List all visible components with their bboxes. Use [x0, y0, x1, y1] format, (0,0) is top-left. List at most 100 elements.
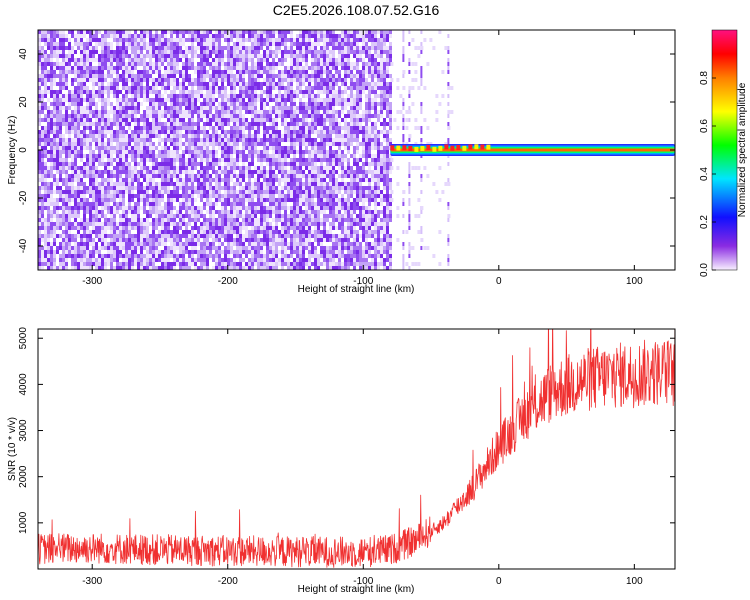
heatmap-cell	[176, 94, 179, 98]
heatmap-cell	[170, 74, 173, 78]
heatmap-cell	[83, 30, 86, 34]
heatmap-cell	[194, 246, 197, 250]
heatmap-cell	[230, 206, 233, 210]
heatmap-cell	[38, 238, 41, 242]
heatmap-cell	[191, 174, 194, 178]
heatmap-cell	[167, 46, 170, 50]
heatmap-cell	[248, 106, 251, 110]
heatmap-cell	[188, 106, 191, 110]
heatmap-cell	[155, 122, 158, 126]
heatmap-cell	[206, 150, 209, 154]
heatmap-cell	[173, 174, 176, 178]
heatmap-cell	[113, 118, 116, 122]
heatmap-cell	[152, 46, 155, 50]
heatmap-cell	[188, 182, 191, 186]
heatmap-cell	[170, 246, 173, 250]
heatmap-cell	[77, 194, 80, 198]
heatmap-cell	[218, 158, 221, 162]
heatmap-cell	[188, 158, 191, 162]
heatmap-cell	[116, 238, 119, 242]
heatmap-cell	[167, 198, 170, 202]
heatmap-cell	[245, 138, 248, 142]
heatmap-cell	[299, 142, 302, 146]
heatmap-cell	[215, 134, 218, 138]
heatmap-cell	[239, 166, 242, 170]
heatmap-cell	[221, 218, 224, 222]
heatmap-cell	[83, 58, 86, 62]
heatmap-cell	[116, 242, 119, 246]
heatmap-cell	[173, 170, 176, 174]
heatmap-cell	[83, 210, 86, 214]
heatmap-cell	[245, 38, 248, 42]
heatmap-cell	[92, 202, 95, 206]
heatmap-cell	[218, 106, 221, 110]
heatmap-cell	[125, 190, 128, 194]
heatmap-cell	[131, 78, 134, 82]
heatmap-cell	[176, 142, 179, 146]
heatmap-cell	[38, 150, 41, 154]
heatmap-cell	[155, 110, 158, 114]
heatmap-cell	[275, 146, 278, 150]
heatmap-cell	[80, 38, 83, 42]
heatmap-cell	[182, 166, 185, 170]
heatmap-cell	[251, 38, 254, 42]
heatmap-cell	[218, 78, 221, 82]
heatmap-cell	[56, 42, 59, 46]
heatmap-cell	[152, 90, 155, 94]
heatmap-cell	[47, 46, 50, 50]
heatmap-cell	[257, 202, 260, 206]
heatmap-cell	[311, 218, 314, 222]
heatmap-cell	[260, 46, 263, 50]
heatmap-cell	[215, 258, 218, 262]
heatmap-cell	[212, 118, 215, 122]
heatmap-cell	[122, 262, 125, 266]
heatmap-cell	[260, 254, 263, 258]
heatmap-cell	[185, 170, 188, 174]
heatmap-cell	[293, 250, 296, 254]
heatmap-cell	[53, 46, 56, 50]
heatmap-cell	[179, 90, 182, 94]
heatmap-cell	[317, 142, 320, 146]
heatmap-cell	[146, 78, 149, 82]
heatmap-cell	[227, 222, 230, 226]
heatmap-cell	[104, 198, 107, 202]
heatmap-cell	[179, 218, 182, 222]
heatmap-cell	[137, 190, 140, 194]
heatmap-cell	[176, 42, 179, 46]
heatmap-cell	[68, 186, 71, 190]
heatmap-cell	[176, 154, 179, 158]
heatmap-cell	[236, 214, 239, 218]
heatmap-cell	[230, 190, 233, 194]
heatmap-cell	[47, 214, 50, 218]
heatmap-cell	[125, 138, 128, 142]
heatmap-cell	[167, 246, 170, 250]
heatmap-cell	[194, 166, 197, 170]
heatmap-cell	[80, 258, 83, 262]
heatmap-cell	[131, 98, 134, 102]
heatmap-cell	[200, 170, 203, 174]
heatmap-cell	[110, 106, 113, 110]
heatmap-cell	[248, 250, 251, 254]
heatmap-cell	[266, 58, 269, 62]
heatmap-cell	[74, 190, 77, 194]
heatmap-cell	[176, 146, 179, 150]
heatmap-cell	[260, 226, 263, 230]
heatmap-cell	[203, 254, 206, 258]
heatmap-cell	[128, 254, 131, 258]
heatmap-cell	[302, 106, 305, 110]
heatmap-cell	[194, 78, 197, 82]
heatmap-cell	[194, 70, 197, 74]
heatmap-cell	[128, 266, 131, 270]
heatmap-cell	[47, 158, 50, 162]
heatmap-cell	[215, 150, 218, 154]
heatmap-cell	[302, 190, 305, 194]
heatmap-cell	[65, 254, 68, 258]
heatmap-cell	[41, 142, 44, 146]
heatmap-cell	[86, 98, 89, 102]
heatmap-cell	[86, 218, 89, 222]
heatmap-cell	[170, 106, 173, 110]
heatmap-cell	[245, 82, 248, 86]
heatmap-cell	[263, 206, 266, 210]
heatmap-cell	[128, 218, 131, 222]
heatmap-cell	[245, 174, 248, 178]
